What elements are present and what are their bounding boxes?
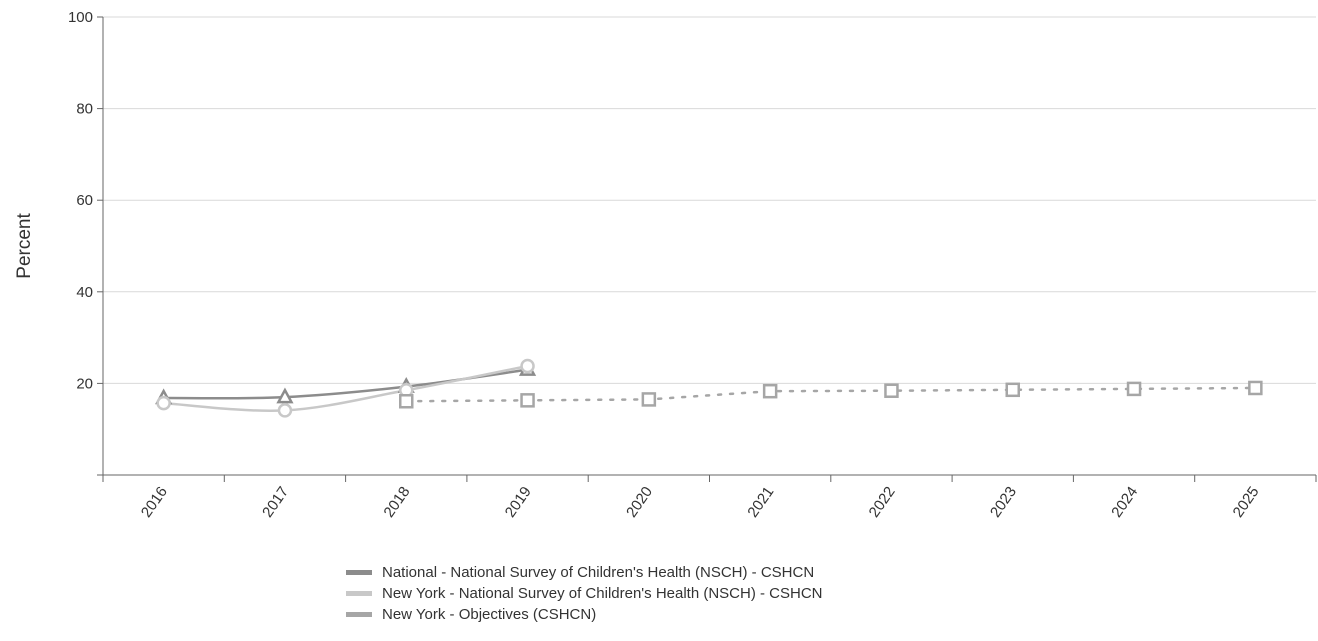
x-tick-label: 2019	[502, 484, 535, 521]
y-axis-title: Percent	[14, 213, 35, 279]
x-tick-label: 2022	[866, 484, 899, 521]
series-line	[163, 368, 528, 400]
series-markers	[155, 358, 1263, 418]
x-tick-label: 2018	[380, 484, 413, 521]
legend-swatch	[346, 591, 372, 596]
y-tick-label: 40	[76, 284, 93, 301]
square-marker	[1005, 382, 1020, 398]
y-tick-label: 100	[68, 9, 93, 26]
x-tick-label: 2025	[1230, 484, 1263, 521]
x-tick-label: 2016	[138, 484, 171, 521]
series-line	[405, 386, 1257, 403]
square-marker	[520, 393, 535, 408]
legend: National - National Survey of Children's…	[346, 564, 823, 623]
x-tick-label: 2024	[1108, 484, 1141, 521]
series-lines	[163, 364, 1257, 413]
legend-swatch	[346, 612, 372, 617]
legend-swatch	[346, 570, 372, 575]
square-marker	[1248, 380, 1263, 396]
x-tick-label: 2021	[744, 484, 777, 521]
circle-marker	[156, 395, 171, 411]
square-marker	[399, 394, 414, 409]
y-tick-label: 20	[76, 375, 93, 392]
triangle-marker	[276, 387, 294, 404]
legend-label: New York - National Survey of Children's…	[382, 585, 823, 602]
square-marker	[884, 383, 899, 398]
x-tick-label: 2020	[623, 484, 656, 521]
square-marker	[641, 392, 657, 407]
square-marker	[1126, 381, 1142, 397]
y-tick-label: 60	[76, 192, 93, 209]
circle-marker	[520, 358, 535, 374]
axes: 20 40 60 80 100 2016 2017 2018 2019 2020 2021 2022 2…	[68, 9, 1317, 521]
y-tick-label: 80	[76, 101, 93, 118]
legend-label: National - National Survey of Children's…	[382, 564, 814, 581]
gridlines	[103, 16, 1316, 384]
x-tick-label: 2017	[259, 484, 292, 521]
square-marker	[762, 383, 778, 399]
circle-marker	[277, 403, 293, 418]
series-line	[163, 364, 528, 413]
legend-label: New York - Objectives (CSHCN)	[382, 606, 596, 623]
x-tick-label: 2023	[987, 484, 1020, 521]
